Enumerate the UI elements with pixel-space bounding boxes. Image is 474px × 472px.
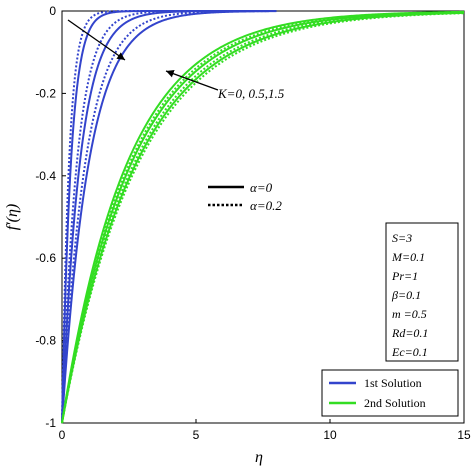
series-line-2nd-alpha0.2-k0	[61, 12, 465, 424]
series-line-2nd-alpha0.2-k0.5	[61, 11, 465, 424]
param-beta: β=0.1	[391, 288, 421, 302]
curves	[61, 10, 465, 424]
axis-ticks: 0 5 10 15 0 -0.2 -0.4 -0.6 -0.8 -1	[35, 4, 471, 442]
series-line-1st-alpha0-k0	[61, 10, 277, 424]
alpha-legend-dotted-label: α=0.2	[250, 198, 282, 213]
series-line-1st-alpha0.2-k0	[61, 10, 277, 424]
y-axis-label: f′(η)	[4, 204, 21, 231]
params-box	[385, 222, 459, 362]
y-tick-label: 0	[49, 4, 56, 18]
params-list: S=3 M=0.1 Pr=1 β=0.1 m =0.5 Rd=0.1 Ec=0.…	[391, 231, 428, 359]
param-pr: Pr=1	[391, 269, 418, 283]
y-tick-label: -0.2	[35, 86, 56, 100]
param-ec: Ec=0.1	[391, 345, 428, 359]
series-line-2nd-alpha0-k1.5	[61, 10, 465, 424]
x-tick-label: 10	[323, 428, 337, 442]
k-annotation: K=0, 0.5,1.5	[217, 86, 285, 101]
x-axis-label: η	[255, 449, 263, 466]
series-line-1st-alpha0.2-k1.5	[61, 10, 277, 424]
legend-label-1st: 1st Solution	[364, 376, 422, 390]
legend-label-2nd: 2nd Solution	[364, 396, 426, 410]
x-tick-label: 0	[59, 428, 66, 442]
solution-legend-box	[321, 369, 459, 417]
y-tick-label: -0.6	[35, 251, 56, 265]
param-m: M=0.1	[391, 250, 425, 264]
x-tick-label: 15	[457, 428, 471, 442]
arrow-k-second-solution	[165, 70, 219, 91]
y-tick-label: -0.8	[35, 334, 56, 348]
param-s: S=3	[392, 231, 412, 245]
arrow-k-first-solution	[67, 19, 126, 61]
y-tick-label: -0.4	[35, 169, 56, 183]
param-small-m: m =0.5	[392, 307, 427, 321]
x-tick-label: 5	[193, 428, 200, 442]
y-tick-label: -1	[45, 416, 56, 430]
alpha-legend-solid-label: α=0	[250, 180, 273, 195]
param-rd: Rd=0.1	[391, 326, 428, 340]
